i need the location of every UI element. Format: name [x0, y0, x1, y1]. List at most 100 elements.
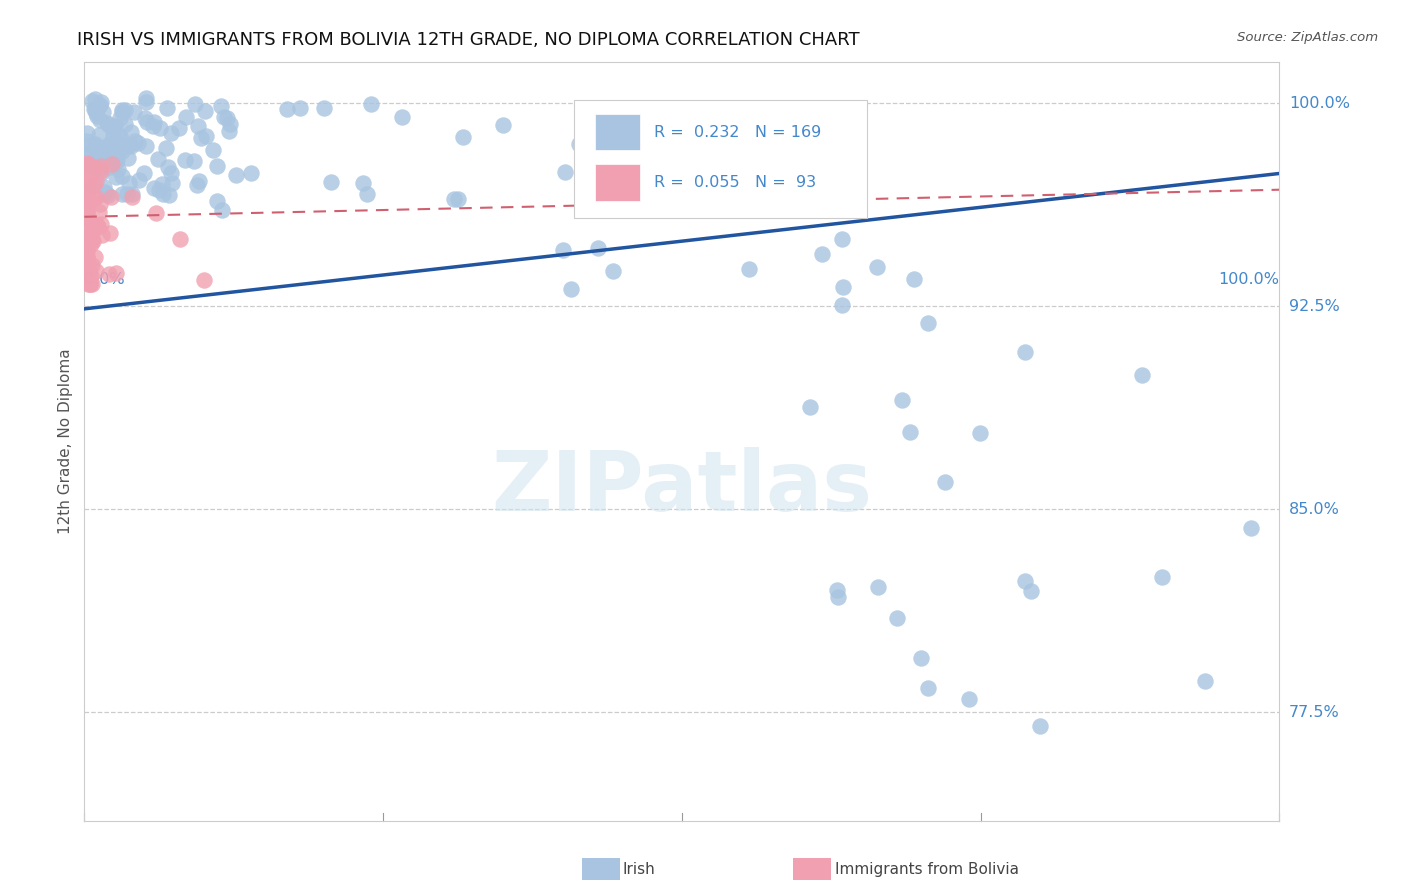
Point [156, 101, 179, 115]
Point [183, 154, 205, 169]
Point [135, 91, 157, 105]
Point [76, 234, 98, 248]
Text: 100.0%: 100.0% [1219, 272, 1279, 287]
Point [98, 118, 121, 132]
Point [152, 187, 174, 202]
Point [79, 163, 101, 178]
Point [84, 146, 107, 161]
Point [108, 136, 131, 151]
Point [104, 169, 127, 184]
Point [117, 187, 139, 202]
Point [118, 138, 141, 153]
Point [79, 161, 101, 175]
Point [917, 681, 939, 696]
Point [77, 147, 100, 161]
Point [103, 146, 125, 161]
Point [205, 159, 228, 173]
Point [120, 125, 142, 139]
Point [76, 260, 98, 275]
Point [124, 134, 146, 148]
Point [188, 174, 211, 188]
Point [80, 138, 103, 153]
Point [89, 197, 111, 211]
Point [76, 178, 98, 192]
Point [225, 168, 247, 182]
FancyBboxPatch shape [575, 100, 868, 218]
Point [205, 194, 228, 208]
Point [159, 166, 181, 180]
Point [90, 166, 112, 180]
Point [105, 136, 128, 150]
Point [90, 95, 112, 109]
Point [290, 101, 312, 115]
Point [890, 392, 912, 407]
Point [811, 246, 834, 260]
Point [1194, 673, 1216, 688]
Point [356, 186, 378, 201]
Point [595, 133, 617, 147]
Point [190, 131, 212, 145]
Point [76, 126, 98, 140]
Point [83, 160, 105, 174]
Point [77, 194, 100, 208]
Point [76, 180, 98, 194]
Bar [595, 164, 640, 201]
Point [76, 188, 98, 202]
Point [76, 230, 98, 244]
Text: R =  0.232   N = 169: R = 0.232 N = 169 [654, 125, 821, 140]
Point [77, 263, 100, 277]
Point [90, 159, 112, 173]
Point [76, 257, 98, 271]
Point [80, 233, 103, 247]
Point [135, 138, 157, 153]
Point [76, 271, 98, 285]
Point [76, 190, 98, 204]
Point [83, 92, 105, 106]
Point [76, 243, 98, 257]
Point [86, 151, 108, 165]
Point [76, 276, 98, 290]
Point [90, 228, 112, 243]
Point [76, 191, 98, 205]
Point [96, 116, 118, 130]
Text: 77.5%: 77.5% [1289, 705, 1340, 720]
Point [97, 160, 120, 174]
Point [76, 260, 98, 275]
Point [831, 232, 853, 246]
Point [193, 273, 215, 287]
Point [76, 243, 98, 257]
Point [76, 249, 98, 263]
Point [105, 147, 128, 161]
Point [83, 103, 105, 117]
Point [360, 96, 382, 111]
Point [218, 124, 240, 138]
Point [209, 99, 232, 113]
Point [76, 240, 98, 254]
Point [827, 590, 849, 604]
Point [76, 231, 98, 245]
Point [104, 267, 127, 281]
Point [86, 218, 108, 232]
Point [122, 104, 145, 119]
Point [827, 583, 849, 598]
Point [76, 204, 98, 219]
Point [553, 244, 575, 258]
Point [1152, 569, 1174, 583]
Point [76, 254, 98, 268]
Point [87, 139, 110, 153]
Point [174, 153, 197, 167]
Point [868, 580, 890, 594]
Point [602, 264, 624, 278]
Point [84, 105, 107, 120]
Point [89, 99, 111, 113]
Point [82, 277, 104, 292]
Point [111, 103, 134, 117]
Text: Immigrants from Bolivia: Immigrants from Bolivia [835, 863, 1019, 877]
Point [76, 252, 98, 267]
Point [80, 216, 103, 230]
Point [391, 110, 413, 124]
Point [831, 298, 853, 312]
Point [187, 119, 209, 133]
Point [969, 425, 991, 440]
Point [76, 171, 98, 186]
